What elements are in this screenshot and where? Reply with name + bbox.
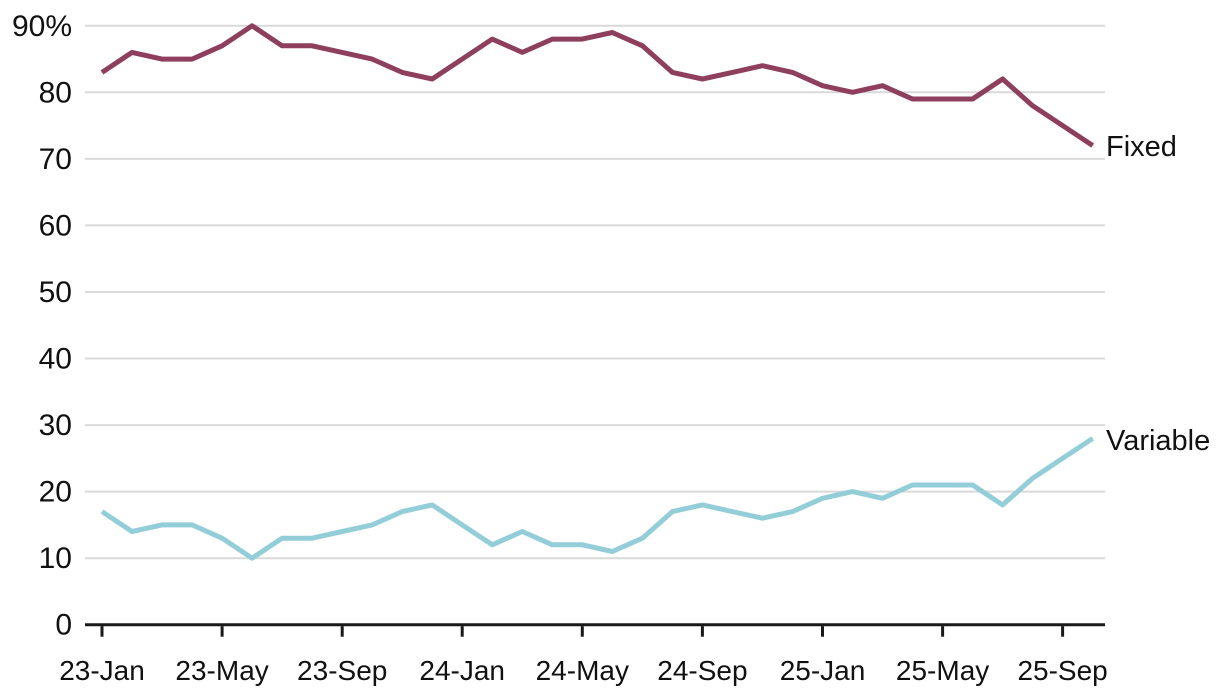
y-axis-tick-label: 80 bbox=[39, 76, 72, 109]
variable-series-label: Variable bbox=[1106, 425, 1210, 457]
y-axis-tick-label: 20 bbox=[39, 476, 72, 509]
fixed-series-label: Fixed bbox=[1106, 131, 1177, 163]
variable-line bbox=[100, 436, 1095, 561]
y-axis-tick-label: 40 bbox=[39, 343, 72, 376]
x-axis-tick-label: 25-Sep bbox=[1017, 655, 1107, 686]
gridlines-group bbox=[85, 24, 1105, 560]
x-axis-tick-label: 24-Jan bbox=[419, 655, 505, 686]
x-axis-tick-label: 23-Sep bbox=[297, 655, 387, 686]
tick-labels-group: 0 10 20 30 40 50 60 70 80 90% 23-Jan 23-May 23-Sep 24… bbox=[12, 10, 1108, 686]
x-axis-tick-label: 24-Sep bbox=[657, 655, 747, 686]
x-axis-tick-label: 24-May bbox=[536, 655, 629, 686]
y-axis-tick-label: 50 bbox=[39, 276, 72, 309]
axis-group bbox=[85, 623, 1105, 637]
x-axis-tick-label: 23-May bbox=[175, 655, 268, 686]
y-axis-tick-label: 10 bbox=[39, 542, 72, 575]
y-axis-tick-label: 0 bbox=[55, 609, 72, 642]
y-axis-tick-label: 70 bbox=[39, 143, 72, 176]
x-axis-tick-label: 23-Jan bbox=[59, 655, 145, 686]
y-axis-tick-label: 90% bbox=[12, 10, 72, 43]
fixed-line bbox=[100, 23, 1095, 148]
y-axis-tick-label: 30 bbox=[39, 409, 72, 442]
series-lines-group bbox=[100, 23, 1095, 561]
x-axis-tick-label: 25-Jan bbox=[780, 655, 866, 686]
y-axis-tick-label: 60 bbox=[39, 209, 72, 242]
x-axis-tick-label: 25-May bbox=[896, 655, 989, 686]
